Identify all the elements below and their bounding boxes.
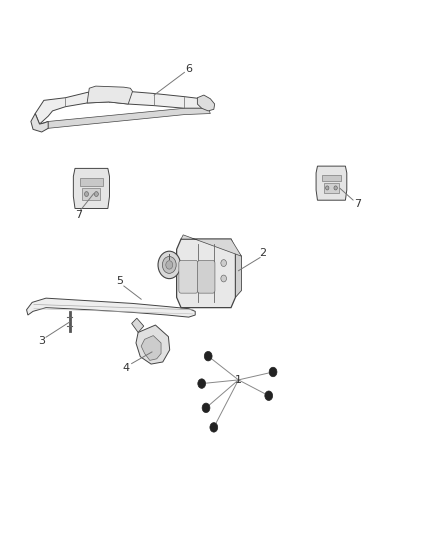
Circle shape	[85, 192, 88, 197]
Polygon shape	[39, 108, 210, 131]
Circle shape	[204, 351, 212, 361]
Circle shape	[94, 192, 98, 197]
Circle shape	[166, 261, 173, 269]
Text: 5: 5	[116, 276, 123, 286]
Polygon shape	[87, 86, 133, 104]
Circle shape	[265, 391, 272, 400]
Polygon shape	[316, 166, 347, 200]
Polygon shape	[141, 336, 161, 360]
Polygon shape	[324, 183, 339, 193]
Circle shape	[210, 423, 218, 432]
Polygon shape	[236, 249, 241, 297]
Circle shape	[334, 186, 337, 190]
Polygon shape	[73, 168, 110, 208]
Circle shape	[158, 251, 180, 279]
Circle shape	[198, 379, 205, 389]
Text: 4: 4	[123, 363, 130, 373]
Circle shape	[162, 256, 176, 273]
Polygon shape	[80, 179, 103, 187]
FancyBboxPatch shape	[179, 261, 198, 293]
Text: 7: 7	[354, 199, 361, 209]
Circle shape	[269, 367, 277, 377]
Text: 2: 2	[259, 248, 266, 259]
Text: 3: 3	[38, 336, 45, 346]
Polygon shape	[321, 175, 341, 181]
Polygon shape	[35, 90, 210, 124]
Polygon shape	[82, 189, 100, 200]
Text: 6: 6	[185, 64, 192, 74]
Circle shape	[325, 186, 329, 190]
Circle shape	[221, 260, 226, 266]
Text: 7: 7	[75, 210, 82, 220]
Polygon shape	[177, 239, 236, 308]
Polygon shape	[181, 235, 241, 256]
Circle shape	[202, 403, 210, 413]
Polygon shape	[27, 298, 195, 317]
FancyBboxPatch shape	[198, 261, 215, 293]
Polygon shape	[136, 325, 170, 364]
Circle shape	[221, 275, 226, 282]
Polygon shape	[31, 114, 48, 132]
Polygon shape	[132, 318, 144, 333]
Text: 1: 1	[235, 375, 242, 385]
Polygon shape	[198, 95, 215, 111]
